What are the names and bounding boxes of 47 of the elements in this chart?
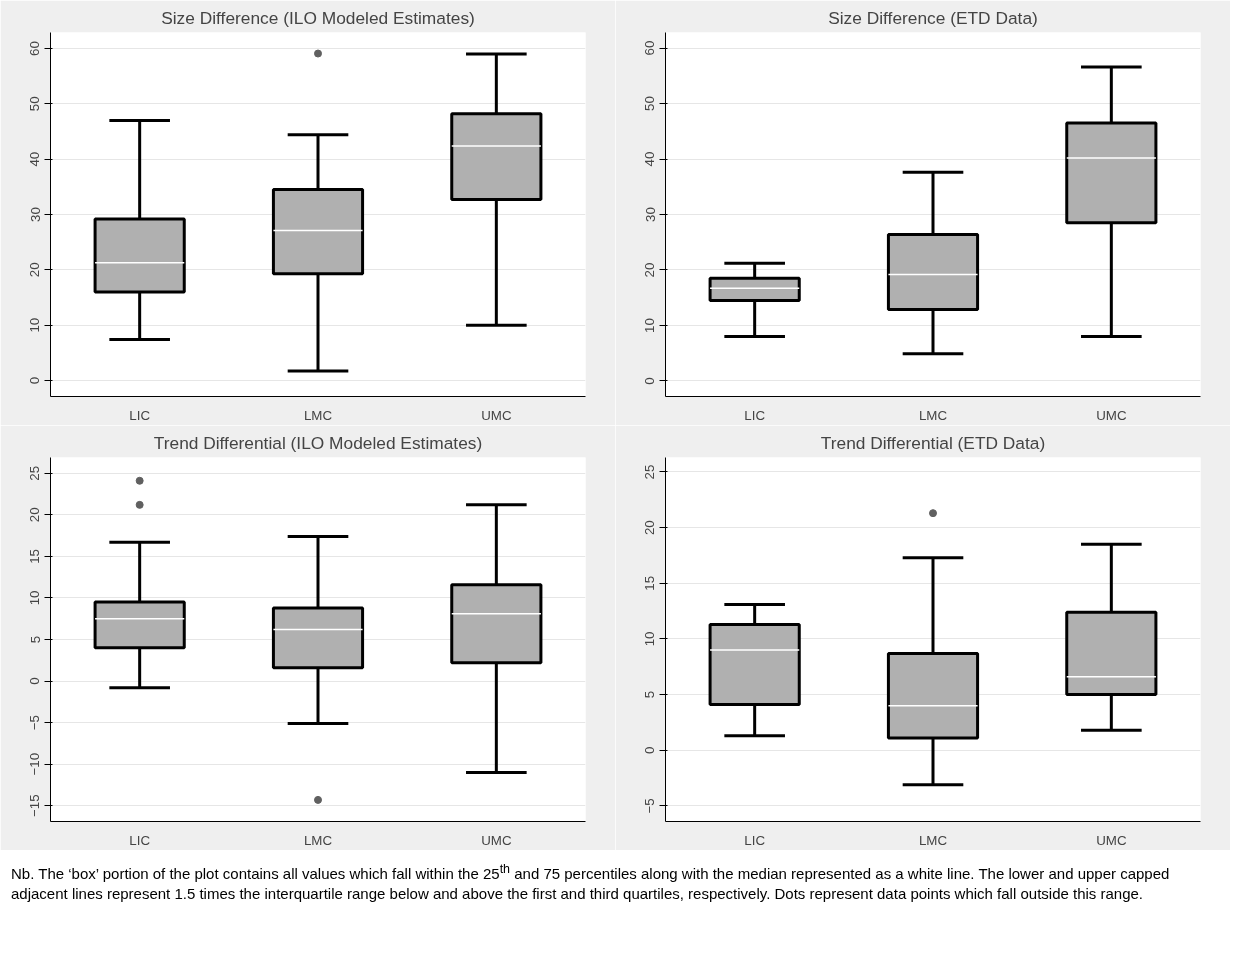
x-tick-label: LMC: [918, 832, 948, 848]
y-tick-label: 60: [27, 41, 43, 56]
x-tick-label: LIC: [129, 407, 151, 423]
x-tick-label: LMC: [918, 407, 948, 423]
y-tick-label: 10: [642, 631, 658, 647]
y-tick-label: 60: [642, 40, 658, 56]
chart-title: Size Difference (ILO Modeled Estimates): [161, 7, 475, 28]
y-tick-label: 20: [642, 520, 658, 536]
y-tick-label: 20: [27, 262, 43, 278]
y-tick-label: 0: [642, 377, 658, 385]
x-tick-label: LIC: [744, 832, 766, 848]
y-tick-label: 15: [27, 548, 43, 564]
y-tick-label: −10: [27, 752, 43, 776]
x-tick-label: UMC: [481, 407, 512, 423]
y-tick-label: 20: [642, 262, 658, 278]
y-tick-label: 5: [642, 690, 658, 699]
x-tick-label: LMC: [303, 832, 333, 848]
x-tick-label: LIC: [744, 407, 766, 423]
y-tick-label: 10: [27, 317, 43, 333]
y-tick-label: 10: [27, 590, 43, 606]
chart-title: Trend Differential (ETD Data): [820, 432, 1046, 453]
y-tick-label: 50: [27, 96, 43, 112]
y-tick-label: 40: [642, 151, 658, 167]
y-tick-label: 20: [27, 507, 43, 523]
y-tick-label: 15: [642, 575, 658, 591]
x-tick-label: UMC: [1096, 407, 1127, 423]
x-tick-label: LMC: [303, 407, 333, 423]
y-tick-label: 0: [642, 746, 658, 754]
y-tick-label: 40: [27, 151, 43, 167]
y-tick-label: −5: [27, 715, 43, 731]
x-tick-label: UMC: [1096, 832, 1127, 848]
y-tick-label: 30: [27, 207, 43, 222]
chart-title: Size Difference (ETD Data): [828, 7, 1038, 28]
y-tick-label: 30: [642, 207, 658, 222]
x-tick-label: UMC: [481, 832, 512, 848]
text: Nb. The ‘box’ portion of the plot contains all values which fall within the 25$^{th}$ and 75 percentiles along with the median represented as a white line. The lower and upper capped adjacent lines represent 1.5 times the interquartile range below and above the first and third quartiles, respectively. Dots represent data points which fall outside this range.: [11, 861, 1171, 905]
y-tick-label: 50: [642, 96, 658, 111]
y-tick-label: −15: [27, 794, 43, 818]
x-tick-label: LIC: [129, 832, 151, 848]
y-tick-label: 10: [642, 318, 658, 333]
y-tick-label: 25: [27, 465, 43, 481]
y-tick-label: 0: [27, 376, 43, 385]
y-tick-label: 0: [27, 677, 43, 685]
y-tick-label: −5: [642, 798, 658, 814]
y-tick-label: 5: [27, 635, 43, 644]
chart-title: Trend Differential (ILO Modeled Estimates): [153, 432, 483, 453]
y-tick-label: 25: [642, 464, 658, 480]
